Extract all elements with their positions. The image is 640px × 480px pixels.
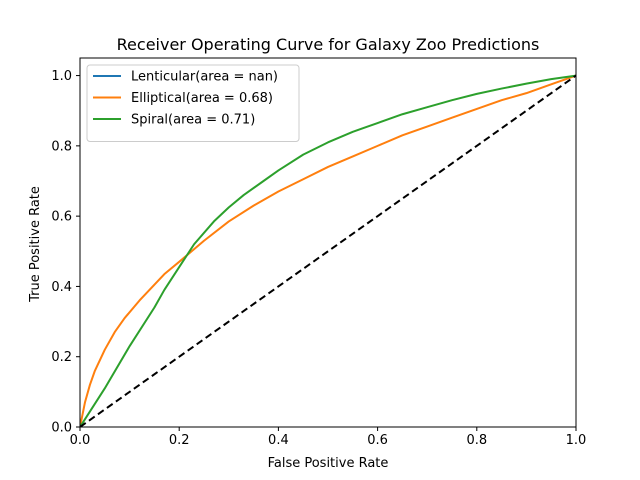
y-ticks: 0.0 0.2 0.4 0.6 0.8 1.0 [51, 69, 80, 436]
x-tick-label: 1.0 [566, 433, 587, 448]
chart-title: Receiver Operating Curve for Galaxy Zoo … [117, 35, 540, 54]
x-tick-label: 0.0 [70, 433, 91, 448]
legend-label: Spiral(area = 0.71) [131, 113, 255, 128]
y-axis-label: True Positive Rate [28, 186, 43, 303]
series-line-3 [80, 74, 576, 427]
legend-label: Elliptical(area = 0.68) [131, 91, 273, 106]
series-layer [80, 74, 576, 427]
y-tick-label: 1.0 [51, 69, 72, 84]
y-tick-label: 0.4 [51, 280, 72, 295]
chance-diagonal-line [80, 74, 576, 427]
x-tick-label: 0.2 [169, 433, 190, 448]
y-tick-label: 0.8 [51, 139, 72, 154]
y-tick-label: 0.6 [51, 210, 72, 225]
x-tick-label: 0.8 [466, 433, 487, 448]
legend-box [86, 64, 300, 142]
legend: Lenticular(area = nan) Elliptical(area = … [86, 64, 300, 142]
x-tick-label: 0.6 [367, 433, 388, 448]
legend-label: Lenticular(area = nan) [131, 70, 278, 85]
x-axis-label: False Positive Rate [268, 456, 389, 471]
y-tick-label: 0.0 [51, 421, 72, 436]
y-tick-label: 0.2 [51, 350, 72, 365]
x-ticks: 0.0 0.2 0.4 0.6 0.8 1.0 [70, 427, 587, 448]
x-tick-label: 0.4 [268, 433, 289, 448]
series-line-2 [80, 74, 576, 427]
